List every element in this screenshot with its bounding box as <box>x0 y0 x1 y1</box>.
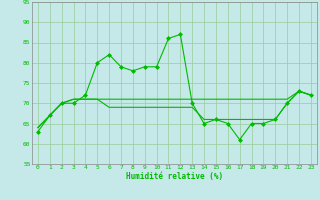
X-axis label: Humidité relative (%): Humidité relative (%) <box>126 172 223 181</box>
